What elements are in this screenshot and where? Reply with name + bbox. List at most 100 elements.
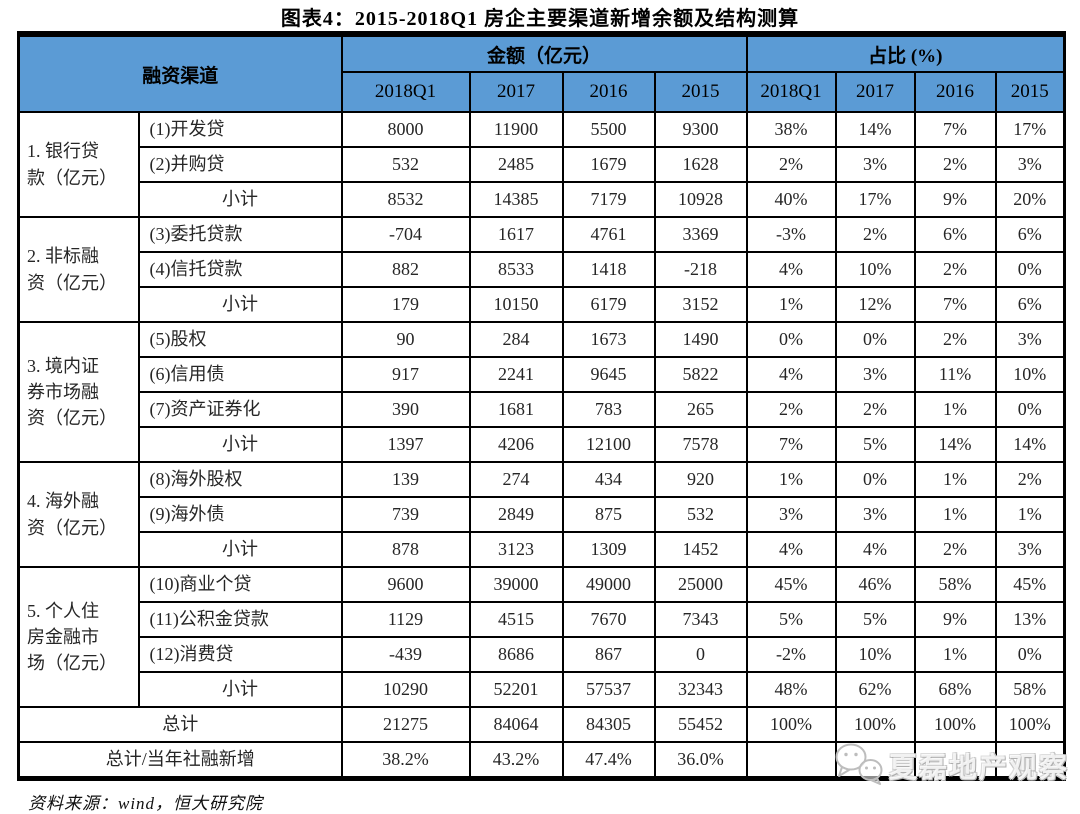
share-cell: 10% [994, 356, 1066, 393]
share-cell: 17% [994, 111, 1066, 148]
header-year-amount-2016: 2016 [561, 71, 656, 113]
share-cell: 5% [834, 426, 916, 463]
amount-cell: 1309 [561, 531, 656, 568]
share-cell: 2% [994, 461, 1066, 498]
amount-cell: 4515 [468, 601, 564, 638]
amount-cell: 3123 [468, 531, 564, 568]
row-label: (4)信托贷款 [137, 251, 343, 288]
share-cell: 2% [745, 391, 837, 428]
amount-cell: 434 [561, 461, 656, 498]
row-label: (8)海外股权 [137, 461, 343, 498]
share-cell: 2% [913, 531, 997, 568]
amount-cell: 84064 [468, 706, 564, 743]
figure-title: 图表4：2015-2018Q1 房企主要渠道新增余额及结构测算 [280, 8, 800, 30]
header-year-share-2018q1: 2018Q1 [745, 71, 837, 113]
row-label: (5)股权 [137, 321, 343, 358]
group-label-domestic-securities: 3. 境内证 券市场融 资（亿元） [17, 321, 140, 463]
amount-cell: 1418 [561, 251, 656, 288]
header-share-group: 占比 (%) [745, 33, 1066, 73]
amount-cell: -704 [340, 216, 471, 253]
share-cell: 2% [834, 391, 916, 428]
share-cell: 58% [913, 566, 997, 603]
amount-cell: 1129 [340, 601, 471, 638]
amount-cell: 0 [653, 636, 748, 673]
share-cell: 7% [913, 286, 997, 323]
share-cell: 1% [994, 496, 1066, 533]
amount-cell: 878 [340, 531, 471, 568]
row-label: (7)资产证券化 [137, 391, 343, 428]
amount-cell: 11900 [468, 111, 564, 148]
amount-cell: 84305 [561, 706, 656, 743]
share-cell: 1% [913, 636, 997, 673]
header-year-amount-2017: 2017 [468, 71, 564, 113]
amount-cell: 9600 [340, 566, 471, 603]
amount-cell: 7578 [653, 426, 748, 463]
group-label-bank-loans: 1. 银行贷 款（亿元） [17, 111, 140, 218]
row-label: (3)委托贷款 [137, 216, 343, 253]
share-cell: 3% [834, 356, 916, 393]
amount-cell: 7670 [561, 601, 656, 638]
table-row: 2. 非标融 资（亿元） (3)委托贷款 -704 1617 4761 3369… [17, 216, 1066, 323]
share-cell: 5% [745, 601, 837, 638]
share-cell: 100% [745, 706, 837, 743]
amount-cell: -439 [340, 636, 471, 673]
share-cell: 14% [834, 111, 916, 148]
financing-channels-table: 融资渠道 金额（亿元） 占比 (%) 2018Q1 2017 2016 2015… [17, 31, 1067, 781]
share-cell: 6% [994, 216, 1066, 253]
share-cell: 13% [994, 601, 1066, 638]
share-cell: 3% [834, 146, 916, 183]
share-cell: 0% [834, 321, 916, 358]
amount-cell: 9300 [653, 111, 748, 148]
amount-cell: 265 [653, 391, 748, 428]
amount-cell: 867 [561, 636, 656, 673]
amount-cell: 2241 [468, 356, 564, 393]
share-cell: 7% [913, 111, 997, 148]
share-cell: 14% [913, 426, 997, 463]
header-year-share-2017: 2017 [834, 71, 916, 113]
share-cell: 3% [834, 496, 916, 533]
amount-cell: 49000 [561, 566, 656, 603]
share-cell: 17% [834, 181, 916, 218]
share-cell: 2% [913, 251, 997, 288]
amount-cell: 7343 [653, 601, 748, 638]
share-cell: 2% [913, 321, 997, 358]
header-amount-group: 金额（亿元） [340, 33, 748, 73]
amount-cell: 12100 [561, 426, 656, 463]
share-cell: 4% [834, 531, 916, 568]
table-row: 4. 海外融 资（亿元） (8)海外股权 139 274 434 920 1% … [17, 461, 1066, 568]
share-cell: 38% [745, 111, 837, 148]
share-cell: 62% [834, 671, 916, 708]
amount-cell: 6179 [561, 286, 656, 323]
table-row: (12)消费贷 -439 8686 867 0 -2% 10% 1% 0% [19, 636, 1066, 673]
table-row: (2)并购贷 532 2485 1679 1628 2% 3% 2% 3% [19, 146, 1066, 183]
amount-cell: 917 [340, 356, 471, 393]
header-year-share-2015: 2015 [994, 71, 1066, 113]
amount-cell: 7179 [561, 181, 656, 218]
header-row-groups: 融资渠道 金额（亿元） 占比 (%) [17, 33, 1066, 113]
amount-cell: 1681 [468, 391, 564, 428]
share-cell: 14% [994, 426, 1066, 463]
amount-cell: 390 [340, 391, 471, 428]
ratio-cell: 43.2% [468, 741, 564, 780]
amount-cell: 882 [340, 251, 471, 288]
header-year-amount-2018q1: 2018Q1 [340, 71, 471, 113]
share-cell: 0% [994, 391, 1066, 428]
subtotal-label: 小计 [137, 671, 343, 708]
row-label: (9)海外债 [137, 496, 343, 533]
amount-cell: 8532 [340, 181, 471, 218]
share-cell: 1% [913, 391, 997, 428]
table-row: 1. 银行贷 款（亿元） (1)开发贷 8000 11900 5500 9300… [17, 111, 1066, 218]
table-row: (4)信托贷款 882 8533 1418 -218 4% 10% 2% 0% [19, 251, 1066, 288]
subtotal-row: 小计 10290 52201 57537 32343 48% 62% 68% 5… [19, 671, 1066, 708]
subtotal-label: 小计 [137, 181, 343, 218]
amount-cell: 39000 [468, 566, 564, 603]
ratio-cell: 47.4% [561, 741, 656, 780]
share-cell: 46% [834, 566, 916, 603]
share-cell: 2% [913, 146, 997, 183]
share-cell: 0% [834, 461, 916, 498]
share-cell: 1% [913, 461, 997, 498]
share-cell: 2% [745, 146, 837, 183]
ratio-row: 总计/当年社融新增 38.2% 43.2% 47.4% 36.0% [17, 741, 1066, 780]
share-cell: 6% [994, 286, 1066, 323]
subtotal-row: 小计 8532 14385 7179 10928 40% 17% 9% 20% [19, 181, 1066, 218]
